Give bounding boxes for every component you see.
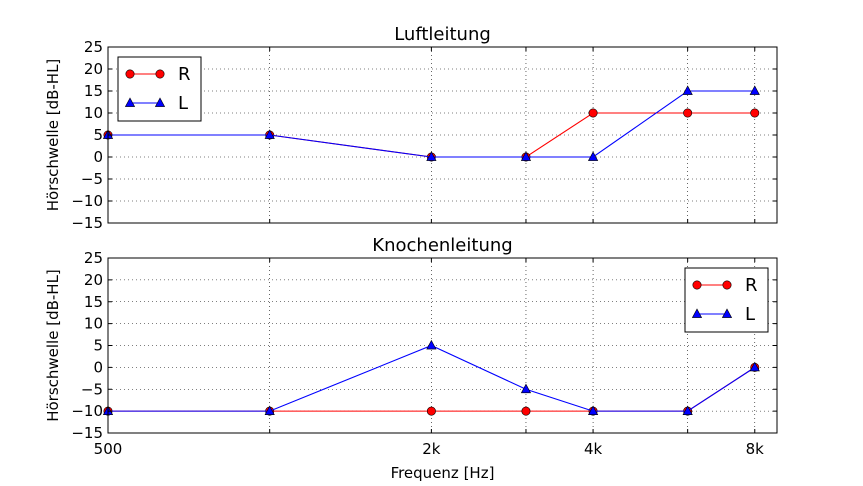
panel-title: Luftleitung <box>394 24 491 45</box>
x-tick-label: 4k <box>584 440 603 458</box>
legend-label: L <box>178 93 188 114</box>
data-point-R <box>588 108 598 118</box>
legend-marker <box>721 308 733 318</box>
legend: RL <box>117 56 202 122</box>
y-tick-label: 15 <box>84 293 103 311</box>
y-tick-label: −10 <box>71 192 103 210</box>
data-point-L <box>520 151 532 161</box>
data-point-L <box>426 151 437 161</box>
data-point-L <box>682 85 693 95</box>
y-tick-label: 5 <box>93 126 103 144</box>
y-tick-label: 5 <box>93 337 103 355</box>
y-tick-label: −10 <box>71 402 103 420</box>
panel-1: −15 −10 −5 0 5 10 15 20 25 Luftleitung Hörschwelle… <box>44 24 778 232</box>
y-axis-label: Hörschwelle [dB-HL] <box>44 59 62 212</box>
data-point-L <box>749 361 760 372</box>
legend-marker <box>154 97 166 107</box>
y-tick-label: 20 <box>84 60 103 78</box>
data-point-L <box>264 405 275 416</box>
legend-label: R <box>745 275 758 296</box>
x-axis-label: Frequenz [Hz] <box>391 464 495 482</box>
series-L <box>102 339 760 416</box>
x-tick-label: 500 <box>94 440 123 458</box>
panel-2: −15 −10 −5 0 5 10 15 20 25 500 2k 4k 8k Knochenleitun… <box>44 235 778 482</box>
series-L <box>102 85 760 161</box>
y-tick-label: −15 <box>71 214 103 232</box>
y-tick-label: 10 <box>84 104 103 122</box>
legend-entry-R: R <box>692 275 758 296</box>
x-tick-label: 8k <box>746 440 765 458</box>
data-point-R <box>683 108 693 118</box>
y-tick-label: −5 <box>81 170 103 188</box>
y-tick-label: 10 <box>84 315 103 333</box>
data-point-L <box>749 85 760 95</box>
y-tick-label: 20 <box>84 271 103 289</box>
data-point-L <box>682 405 693 416</box>
legend-marker <box>125 69 135 79</box>
legend-entry-L: L <box>691 304 755 325</box>
data-point-R <box>521 406 531 416</box>
data-point-L <box>587 405 599 416</box>
y-tick-label: −15 <box>71 424 103 442</box>
data-point-L <box>426 339 437 350</box>
series-line-R <box>108 366 756 412</box>
legend-box <box>117 56 202 122</box>
y-tick-label: 25 <box>84 38 103 56</box>
y-tick-label: 0 <box>93 148 103 166</box>
legend: RL <box>684 267 769 333</box>
legend-marker <box>722 280 732 290</box>
legend-label: R <box>178 64 191 85</box>
data-point-R <box>750 108 760 118</box>
data-point-L <box>520 383 532 394</box>
y-tick-label: 15 <box>84 82 103 100</box>
legend-box <box>684 267 769 333</box>
legend-entry-R: R <box>125 64 191 85</box>
data-point-L <box>587 151 599 161</box>
y-tick-label: 25 <box>84 249 103 267</box>
data-point-R <box>426 406 436 416</box>
legend-entry-L: L <box>124 93 188 114</box>
x-tick-label: 2k <box>422 440 441 458</box>
legend-label: L <box>745 304 755 325</box>
legend-marker <box>155 69 165 79</box>
y-tick-label: 0 <box>93 358 103 376</box>
panel-title: Knochenleitung <box>372 235 512 256</box>
y-axis-label: Hörschwelle [dB-HL] <box>44 269 62 422</box>
y-tick-label: −5 <box>81 380 103 398</box>
data-point-L <box>264 129 275 139</box>
legend-marker <box>691 308 703 318</box>
legend-marker <box>692 280 702 290</box>
legend-marker <box>124 97 136 107</box>
